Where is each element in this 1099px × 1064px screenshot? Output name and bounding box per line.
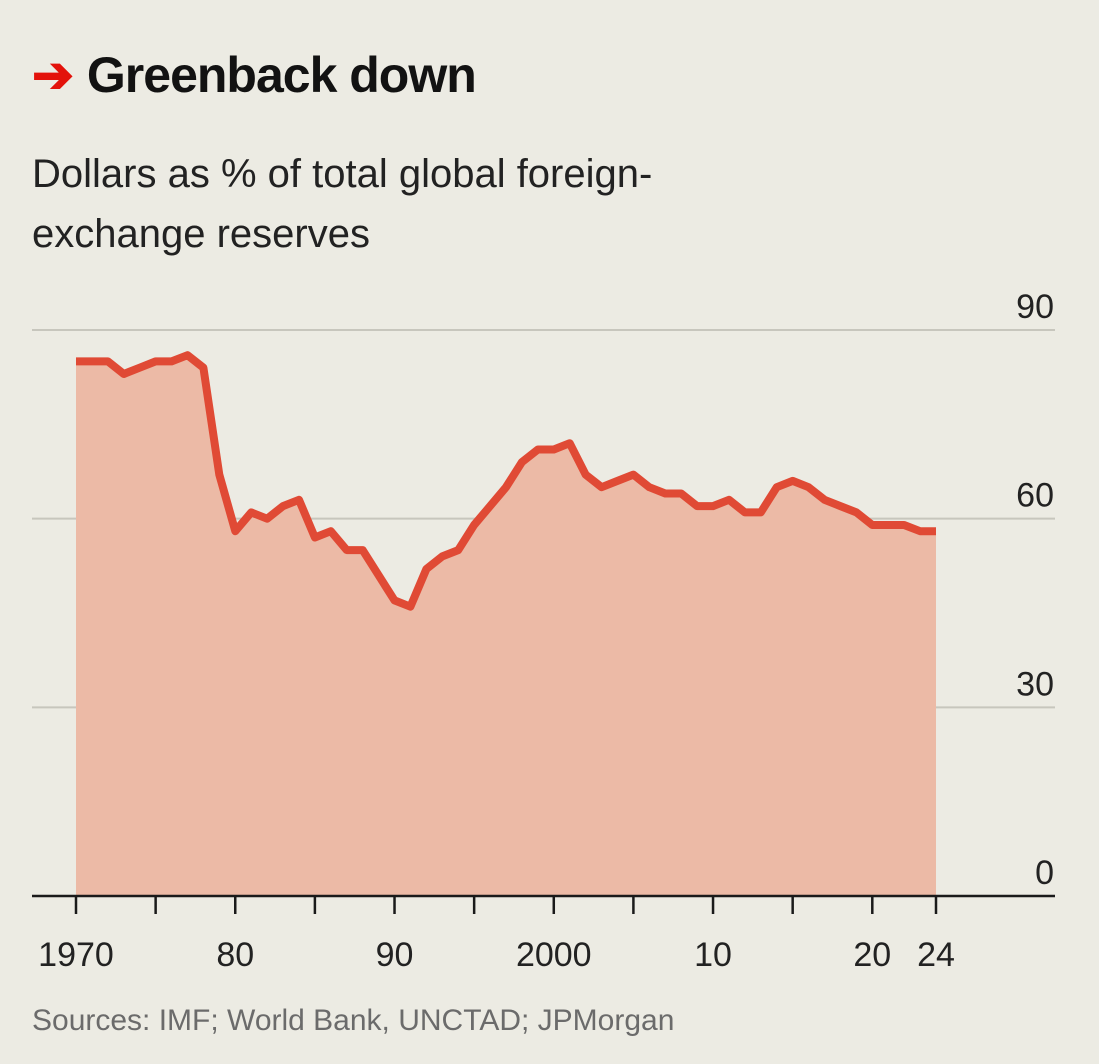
chart-title-text: Greenback down [86, 47, 477, 103]
y-tick-label: 30 [1016, 665, 1054, 703]
x-tick-label: 24 [917, 936, 955, 974]
y-tick-label: 90 [1016, 288, 1054, 326]
x-tick-label: 1970 [38, 936, 114, 974]
x-tick-label: 10 [694, 936, 732, 974]
chart-subtitle: Dollars as % of total global foreign-exc… [32, 152, 653, 256]
y-tick-label: 0 [1035, 854, 1054, 892]
source-note: Sources: IMF; World Bank, UNCTAD; JPMorg… [32, 1004, 675, 1037]
arrow-icon: ➔ [32, 47, 74, 103]
series-line [75, 351, 937, 611]
area-fill [76, 355, 936, 896]
chart-title: ➔ Greenback down [32, 46, 477, 104]
x-tick-label: 20 [853, 936, 891, 974]
x-tick-label: 90 [376, 936, 414, 974]
y-tick-label: 60 [1016, 477, 1054, 515]
x-tick-label: 2000 [516, 936, 592, 974]
x-tick-label: 80 [216, 936, 254, 974]
